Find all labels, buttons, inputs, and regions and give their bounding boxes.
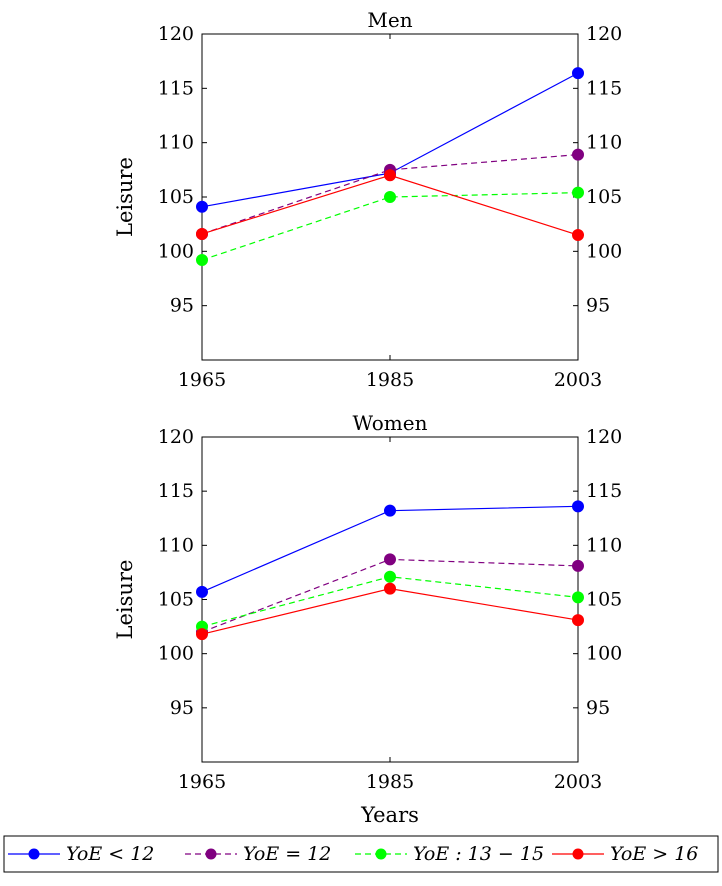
legend: YoE < 12 YoE = 12 YoE : 13 − 15 YoE > 16 (3, 835, 719, 873)
y-tick-label-right: 115 (586, 480, 622, 502)
y-tick-label-right: 110 (586, 534, 622, 556)
y-tick-label-right: 105 (586, 186, 622, 208)
legend-symbol-marker-yoe-12 (28, 848, 40, 860)
data-point-yoe-12 (572, 500, 584, 513)
legend-label-yoe-13-15: YoE : 13 − 15 (413, 843, 544, 865)
chart-women: Women 95 95 100 100 105 105 110 110 115 115 120 120 1… (113, 411, 622, 827)
data-point-yoe-16 (384, 169, 396, 182)
series-line-yoe-12 (201, 72, 579, 208)
y-tick-label-left: 120 (158, 23, 194, 45)
data-point-yoe-13-15 (384, 191, 396, 203)
y-tick-label-left: 115 (158, 77, 194, 99)
series-line-yoe-13-15 (201, 192, 579, 261)
y-tick-label-right: 110 (586, 132, 622, 154)
y-tick-label-left: 115 (158, 480, 194, 502)
y-tick-label-right: 105 (586, 589, 622, 611)
legend-label-yoe-12: YoE = 12 (243, 843, 331, 865)
legend-symbol-marker-yoe-13-15 (375, 848, 387, 860)
data-point-yoe-13-15 (572, 186, 584, 199)
y-tick-label-right: 100 (586, 643, 622, 665)
y-tick-label-left: 110 (158, 132, 194, 154)
data-point-yoe-12 (196, 585, 208, 598)
data-point-yoe-16 (572, 229, 584, 242)
data-point-yoe-12 (384, 553, 396, 566)
x-tick-label: 1965 (178, 771, 226, 793)
y-tick-label-left: 105 (158, 589, 194, 611)
x-tick-label: 2003 (554, 771, 602, 793)
data-point-yoe-16 (572, 614, 584, 627)
y-tick-label-left: 105 (158, 186, 194, 208)
series-line-yoe-12 (201, 154, 579, 235)
legend-symbol-marker-yoe-16 (572, 848, 584, 860)
y-tick-label-left: 100 (158, 643, 194, 665)
x-tick-label: 1965 (178, 369, 226, 391)
y-tick-label-left: 95 (170, 295, 194, 317)
data-point-yoe-16 (196, 227, 208, 240)
y-tick-label-right: 120 (586, 426, 622, 448)
series-line-yoe-16 (201, 588, 579, 635)
x-tick-label: 2003 (554, 369, 602, 391)
data-point-yoe-13-15 (384, 570, 396, 583)
y-axis-label: Leisure (113, 157, 137, 237)
data-point-yoe-16 (196, 628, 208, 641)
y-axis-label: Leisure (113, 560, 137, 640)
series-line-yoe-16 (201, 174, 579, 236)
plot-frame (201, 436, 579, 763)
y-tick-label-right: 115 (586, 77, 622, 99)
y-tick-label-right: 95 (586, 697, 610, 719)
legend-label-yoe-16: YoE > 16 (610, 843, 698, 865)
data-point-yoe-13-15 (196, 254, 208, 267)
y-tick-label-left: 100 (158, 240, 194, 262)
chart-title: Men (367, 8, 412, 32)
legend-symbol-marker-yoe-12 (205, 848, 217, 860)
y-tick-label-right: 100 (586, 240, 622, 262)
data-point-yoe-12 (196, 200, 208, 213)
x-tick-label: 1985 (366, 369, 414, 391)
y-tick-label-left: 120 (158, 426, 194, 448)
x-axis-label: Years (360, 803, 419, 827)
data-point-yoe-16 (384, 582, 396, 595)
chart-title: Women (353, 411, 428, 435)
legend-label-yoe-12: YoE < 12 (66, 843, 154, 865)
y-tick-label-right: 95 (586, 295, 610, 317)
y-tick-label-left: 95 (170, 697, 194, 719)
data-point-yoe-12 (572, 148, 584, 161)
data-point-yoe-12 (572, 67, 584, 80)
data-point-yoe-12 (384, 504, 396, 517)
data-point-yoe-12 (572, 559, 584, 572)
y-tick-label-right: 120 (586, 23, 622, 45)
chart-men: Men 95 95 100 100 105 105 110 110 115 115 120 120 196… (113, 8, 622, 391)
y-tick-label-left: 110 (158, 534, 194, 556)
data-point-yoe-13-15 (572, 591, 584, 604)
x-tick-label: 1985 (366, 771, 414, 793)
